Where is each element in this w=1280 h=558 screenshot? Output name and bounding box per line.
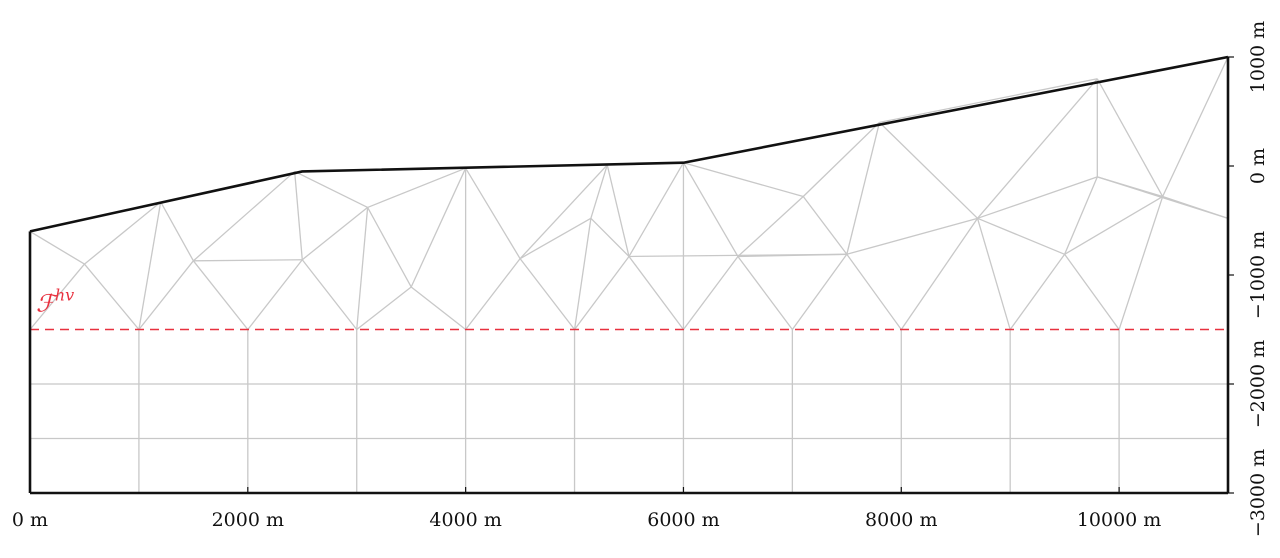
x-tick-label: 2000 m [212,509,284,531]
x-axis-labels: 0 m 2000 m 4000 m 6000 m 8000 m 10000 m [12,509,1161,531]
mesh-edge [1009,253,1066,330]
mesh-edge [879,78,1098,124]
mesh-edge [879,121,978,219]
mesh-edge [83,263,140,330]
x-tick-label: 4000 m [429,509,501,531]
x-tick-label: 10000 m [1077,509,1162,531]
mesh-edge [802,121,880,197]
x-tick-label: 8000 m [865,509,937,531]
mesh-edge [1096,78,1164,197]
mesh-edge [976,218,1011,330]
mesh-edge [1064,195,1163,255]
y-axis-labels: 1000 m 0 m −1000 m −2000 m −3000 m [1247,21,1269,537]
mesh-edge [846,217,978,255]
mesh-edge [410,167,467,288]
mesh-edge [356,286,412,331]
mesh-edge [628,256,684,330]
mesh-edge [519,258,576,330]
mesh-edge [574,256,630,330]
mesh-edge [193,259,303,262]
mesh-edge [590,217,630,257]
domain-boundary [28,55,1230,495]
interface-layer: ℱhv [30,286,1228,331]
mesh-edge [367,167,466,209]
mesh-layer [29,56,1229,493]
mesh-edge [846,253,902,330]
mesh-edge [977,176,1098,219]
mesh-edge [590,164,608,219]
mesh-edge [247,259,303,330]
interface-superscript: hv [55,286,74,305]
mesh-edge [465,258,521,330]
mesh-edge [160,201,194,262]
mesh-edge [846,122,881,255]
mesh-edge [356,207,369,330]
mesh-edge [294,171,303,260]
mesh-edge [683,162,804,198]
mesh-edge [465,167,521,259]
mesh-edge [367,207,412,288]
mesh-edge [606,164,630,257]
mesh-edge [138,260,194,330]
interface-label: ℱhv [36,286,74,318]
y-tick-label: 0 m [1247,148,1269,184]
mesh-edge [802,196,848,255]
tick-layer [29,56,1234,494]
mesh-edge [573,218,592,330]
mesh-edge [192,260,249,330]
mesh-edge [1064,253,1120,330]
mesh-edge [138,201,162,330]
mesh-edge [977,78,1098,219]
mesh-edge [301,259,358,330]
mesh-edge [1162,56,1229,197]
mesh-edge [628,162,685,257]
interface-symbol: ℱ [36,290,59,318]
mesh-edge [737,196,804,257]
mesh-edge [294,170,368,209]
mesh-edge [682,256,739,330]
x-tick-label: 0 m [12,509,48,531]
y-tick-label: 1000 m [1247,21,1269,93]
mesh-edge [519,164,608,260]
mesh-edge [84,201,162,265]
mesh-edge [301,206,369,261]
mesh-edge [900,217,979,330]
y-tick-label: −2000 m [1247,340,1269,428]
mesh-edge [1097,176,1229,219]
y-tick-label: −3000 m [1247,449,1269,537]
y-tick-label: −1000 m [1247,231,1269,319]
mesh-edge [791,253,848,330]
mesh-edge [29,230,85,265]
mesh-edge [977,217,1065,255]
mesh-edge [737,253,847,258]
top-surface [29,55,1229,233]
mesh-edge [29,263,85,330]
mesh-edge [410,286,467,331]
mesh-edge [1118,196,1164,330]
mesh-edge [737,256,793,330]
x-tick-label: 6000 m [647,509,719,531]
mesh-edge [1064,176,1098,255]
mesh-edge [519,217,592,260]
mesh-edge [192,170,296,262]
mesh-edge [682,162,739,257]
